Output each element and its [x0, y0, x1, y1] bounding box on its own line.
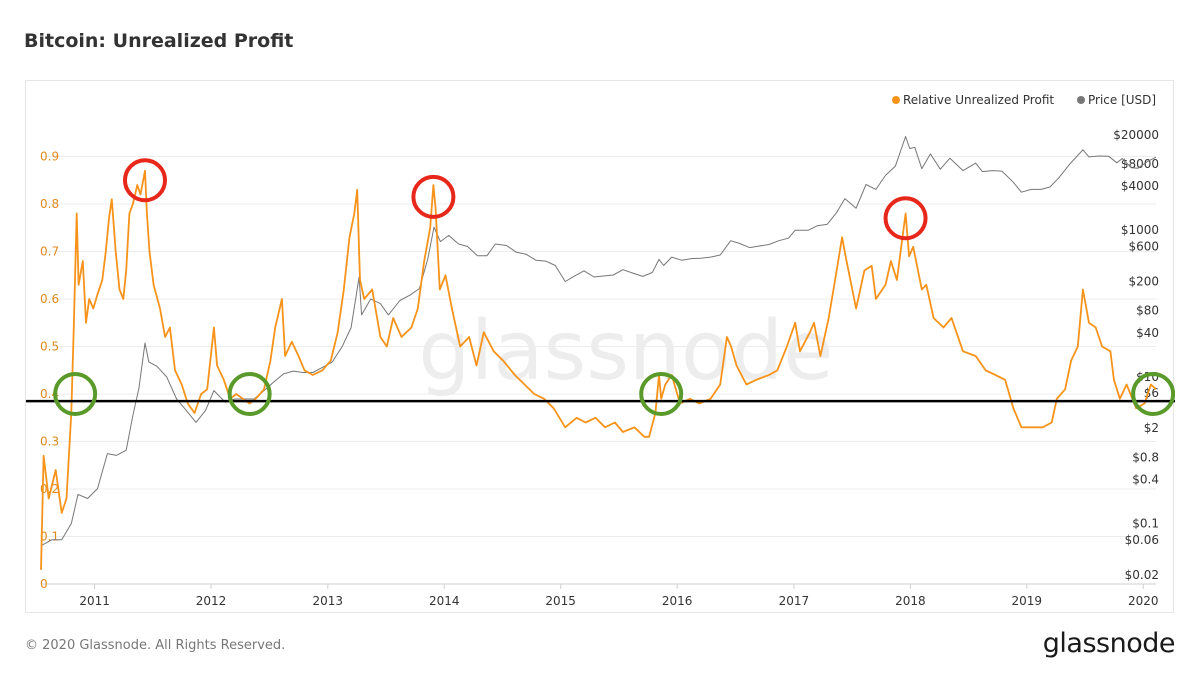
y-left-tick-label: 0 [40, 577, 48, 591]
y-right-tick-label: $0.1 [1132, 517, 1159, 531]
y-right-tick-label: $2 [1144, 421, 1159, 435]
legend-marker-price [1077, 96, 1085, 104]
bottom-marker-circle [1131, 372, 1175, 416]
y-right-tick-label: $200 [1128, 274, 1159, 288]
y-left-tick-label: 0.7 [40, 245, 59, 259]
x-tick-label: 2011 [79, 594, 110, 608]
chart-title: Bitcoin: Unrealized Profit [24, 30, 294, 52]
x-tick-label: 2014 [429, 594, 460, 608]
y-left-tick-label: 0.8 [40, 197, 59, 211]
x-tick-label: 2020 [1128, 594, 1159, 608]
x-tick-label: 2017 [779, 594, 810, 608]
top-marker-circle [883, 196, 928, 241]
y-right-tick-label: $80 [1136, 304, 1159, 318]
y-left-tick-label: 0.3 [40, 435, 59, 449]
y-right-tick-label: $20000 [1113, 128, 1159, 142]
x-tick-label: 2019 [1012, 594, 1043, 608]
legend: Relative Unrealized Profit Price [USD] [892, 93, 1156, 107]
y-left-tick-label: 0.6 [40, 292, 59, 306]
y-right-tick-label: $4000 [1121, 179, 1159, 193]
x-tick-label: 2013 [313, 594, 344, 608]
y-left-tick-label: 0.5 [40, 340, 59, 354]
y-left-tick-label: 0.2 [40, 482, 59, 496]
x-tick-label: 2016 [662, 594, 693, 608]
top-marker-circle [411, 174, 456, 219]
y-right-tick-label: $0.02 [1125, 568, 1159, 582]
x-tick-label: 2018 [895, 594, 926, 608]
price-series-line [40, 136, 1157, 547]
legend-label-price: Price [USD] [1088, 93, 1156, 107]
y-left-tick-label: 0.9 [40, 150, 59, 164]
glassnode-logo: glassnode [1042, 628, 1176, 659]
x-tick-label: 2012 [196, 594, 227, 608]
legend-label-profit: Relative Unrealized Profit [903, 93, 1054, 107]
y-right-tick-label: $1000 [1121, 223, 1159, 237]
watermark: glassnode [418, 304, 833, 399]
chart-frame: glassnode 0 0.1 0.2 0.3 0.4 0.5 0.6 0.7 0.8 0.9 $0… [25, 80, 1175, 613]
bottom-marker-circle [53, 372, 98, 416]
y-right-tick-label: $0.8 [1132, 450, 1159, 464]
y-right-tick-label: $0.4 [1132, 472, 1159, 486]
y-right-tick-label: $8000 [1121, 157, 1159, 171]
top-marker-circle [123, 158, 168, 203]
unrealized-profit-series-line [40, 169, 1157, 570]
chart-svg: glassnode 00.10.20.30.40.50.60.70.80.9$0… [26, 93, 1175, 608]
bottom-marker-circle [227, 372, 272, 416]
y-right-tick-label: $0.06 [1125, 533, 1159, 547]
legend-marker-profit [892, 96, 900, 104]
y-right-tick-label: $40 [1136, 326, 1159, 340]
bottom-marker-circle [639, 372, 684, 416]
y-right-tick-label: $600 [1128, 240, 1159, 254]
x-tick-label: 2015 [545, 594, 576, 608]
copyright-footer: © 2020 Glassnode. All Rights Reserved. [25, 638, 286, 653]
